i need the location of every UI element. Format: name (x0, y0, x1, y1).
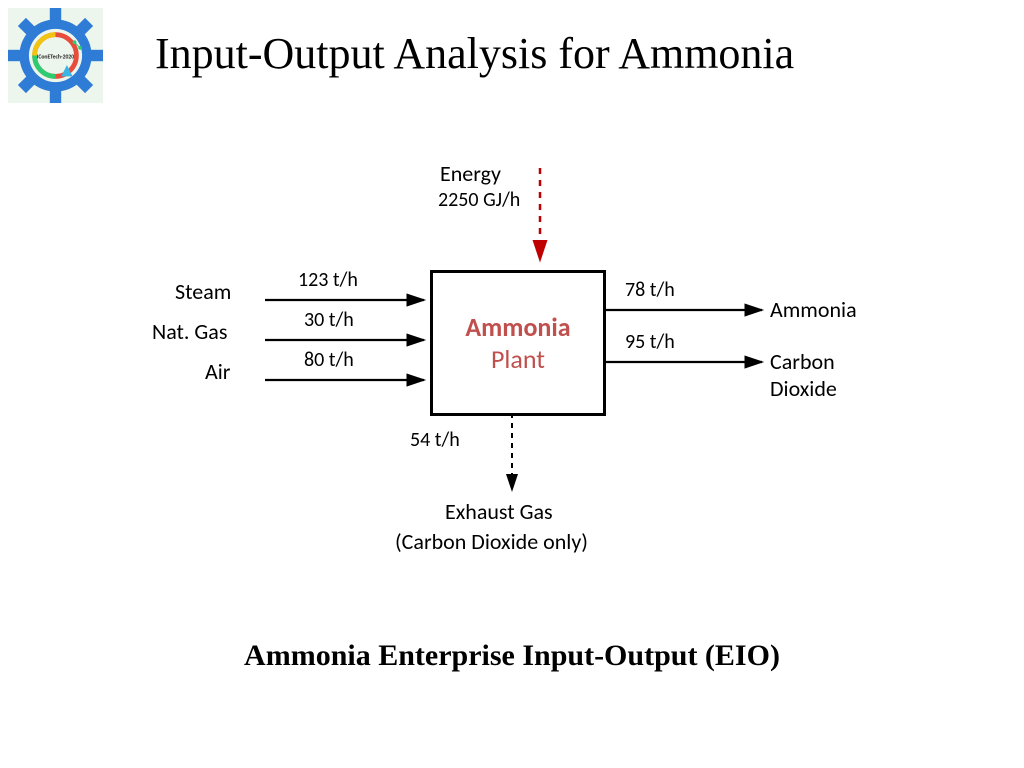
exhaust-label-1: Exhaust Gas (445, 498, 553, 525)
logo-icon: IConETech-2020 (8, 8, 103, 103)
exhaust-rate: 54 t/h (410, 428, 460, 452)
box-subtitle: Plant (491, 343, 545, 375)
energy-value: 2250 GJ/h (438, 188, 520, 212)
input-name-1: Nat. Gas (152, 318, 227, 345)
box-title: Ammonia (465, 311, 570, 343)
input-rate-1: 30 t/h (304, 308, 354, 332)
output-name-1: Carbon Dioxide (770, 348, 837, 402)
energy-label: Energy (440, 160, 501, 187)
output-name-0: Ammonia (770, 296, 857, 323)
plant-box: Ammonia Plant (430, 270, 606, 416)
input-rate-2: 80 t/h (304, 348, 354, 372)
output-rate-0: 78 t/h (625, 278, 675, 302)
input-name-2: Air (205, 358, 230, 385)
input-rate-0: 123 t/h (298, 268, 358, 292)
page-subtitle: Ammonia Enterprise Input-Output (EIO) (0, 639, 1024, 673)
exhaust-label-2: (Carbon Dioxide only) (395, 528, 588, 555)
page-title: Input-Output Analysis for Ammonia (155, 28, 794, 79)
input-name-0: Steam (175, 278, 231, 305)
output-rate-1: 95 t/h (625, 330, 675, 354)
svg-text:IConETech-2020: IConETech-2020 (37, 53, 74, 60)
